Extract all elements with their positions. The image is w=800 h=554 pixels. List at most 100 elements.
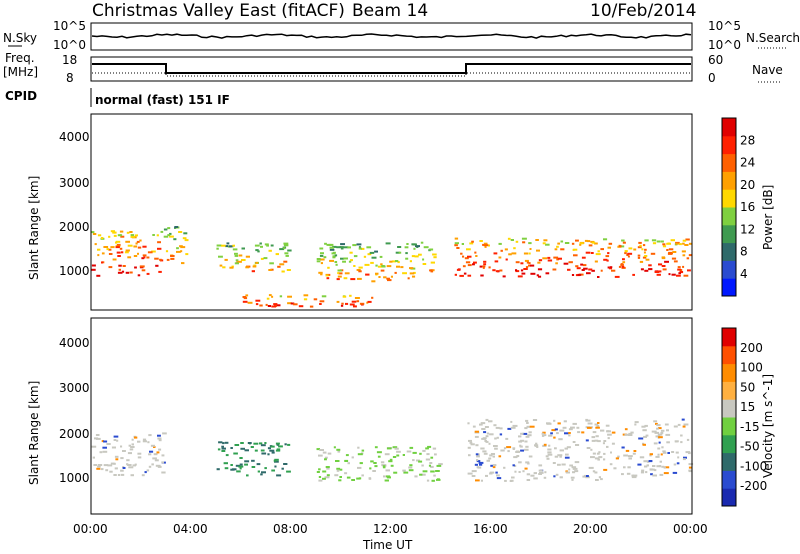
velocity-cell xyxy=(256,463,261,466)
power-cell xyxy=(97,254,100,257)
power-cell xyxy=(621,239,625,242)
velocity-cell xyxy=(663,451,667,454)
velocity-cell xyxy=(149,450,154,453)
power-cell xyxy=(120,235,125,238)
power-cell xyxy=(232,244,235,247)
power-colorbar-label: Power [dB] xyxy=(761,185,775,250)
power-cell xyxy=(251,270,255,273)
power-cell xyxy=(320,258,325,261)
velocity-colorbar-border xyxy=(721,327,737,507)
power-colorbar: 28 24 20 16 12 8 4 xyxy=(721,117,755,297)
power-cell xyxy=(358,270,362,273)
velocity-cell xyxy=(507,450,510,453)
velocity-cell xyxy=(490,453,495,455)
velocity-cell xyxy=(652,465,656,467)
power-cell xyxy=(158,270,162,273)
power-ytick-1000: 1000 xyxy=(59,264,90,278)
velocity-cell xyxy=(568,432,571,434)
velocity-cell xyxy=(267,453,270,456)
velocity-cell xyxy=(485,440,489,443)
velocity-cell xyxy=(344,472,348,475)
velocity-cell xyxy=(269,449,275,452)
power-cell xyxy=(573,248,578,251)
power-cell xyxy=(633,248,637,251)
velocity-cell xyxy=(157,465,162,468)
power-cell xyxy=(178,231,183,233)
velocity-cell xyxy=(606,445,609,448)
velocity-cell xyxy=(148,434,152,437)
velocity-cell xyxy=(433,474,436,477)
power-cell xyxy=(137,246,142,249)
power-cell xyxy=(487,244,490,247)
power-cell xyxy=(115,241,118,244)
nsearch-tick-top: 10^5 xyxy=(708,19,741,33)
velocity-cell xyxy=(148,453,152,456)
velocity-cell xyxy=(120,469,124,472)
power-cell xyxy=(225,245,229,248)
velocity-cell xyxy=(156,451,160,454)
power-cell xyxy=(245,255,250,258)
power-cell xyxy=(232,248,238,251)
velocity-cell xyxy=(541,432,544,435)
power-cell xyxy=(573,254,578,257)
power-cell xyxy=(309,305,314,308)
velocity-cell xyxy=(426,453,430,456)
power-cell xyxy=(316,258,321,260)
velocity-cell xyxy=(660,431,664,434)
power-cell xyxy=(622,241,626,244)
power-cell xyxy=(607,246,611,249)
power-cell xyxy=(159,258,162,261)
velocity-cell xyxy=(114,455,119,458)
power-cell xyxy=(508,253,512,256)
velocity-cell xyxy=(546,422,551,425)
velocity-cell xyxy=(657,447,661,450)
velocity-cell xyxy=(654,431,660,434)
power-cell xyxy=(286,269,291,271)
velocity-cell xyxy=(661,446,664,449)
velocity-cell xyxy=(425,447,429,450)
power-cell xyxy=(621,265,625,268)
velocity-cell xyxy=(467,422,470,425)
power-cell xyxy=(398,251,402,254)
power-cell xyxy=(235,259,239,262)
power-cell xyxy=(579,243,582,246)
power-cell xyxy=(632,273,635,276)
xtick-0400: 04:00 xyxy=(173,522,208,536)
velocity-cell xyxy=(233,452,238,455)
velocity-cell xyxy=(336,467,341,470)
velocity-cell xyxy=(475,444,479,447)
velocity-cell xyxy=(386,447,392,450)
velocity-cell xyxy=(685,451,691,454)
power-cell xyxy=(650,252,656,255)
nave-tick-top: 60 xyxy=(708,53,723,67)
power-cell xyxy=(494,260,499,263)
velocity-cell xyxy=(653,420,658,423)
power-cell xyxy=(553,256,559,259)
power-cell xyxy=(125,249,130,252)
power-cell xyxy=(329,248,335,251)
cpid-value: normal (fast) 151 IF xyxy=(95,93,230,107)
power-cell xyxy=(543,239,548,242)
velocity-cell xyxy=(469,441,473,444)
velocity-cell xyxy=(336,469,340,472)
power-cell xyxy=(396,265,400,268)
freq-panel: Freq. [MHz] 18 8 60 0 Nave xyxy=(3,51,783,85)
velocity-cell xyxy=(543,443,547,446)
velocity-cell xyxy=(510,426,516,429)
power-cell xyxy=(216,247,219,250)
velocity-cell xyxy=(667,452,670,454)
power-cell xyxy=(287,249,292,252)
velocity-cell xyxy=(646,460,650,463)
power-cell xyxy=(292,303,298,306)
velocity-cell xyxy=(476,455,480,458)
power-panel: 1000 2000 3000 4000 Slant Range [km] 282… xyxy=(27,113,775,311)
power-cell xyxy=(371,256,377,259)
velocity-cell xyxy=(547,453,553,456)
velocity-ytick-3000: 3000 xyxy=(59,381,90,395)
power-cell xyxy=(505,258,508,261)
power-cell xyxy=(229,245,234,248)
velocity-cell xyxy=(527,462,530,465)
velocity-cell xyxy=(259,442,263,445)
power-cell xyxy=(467,264,472,267)
velocity-cell xyxy=(642,443,646,446)
